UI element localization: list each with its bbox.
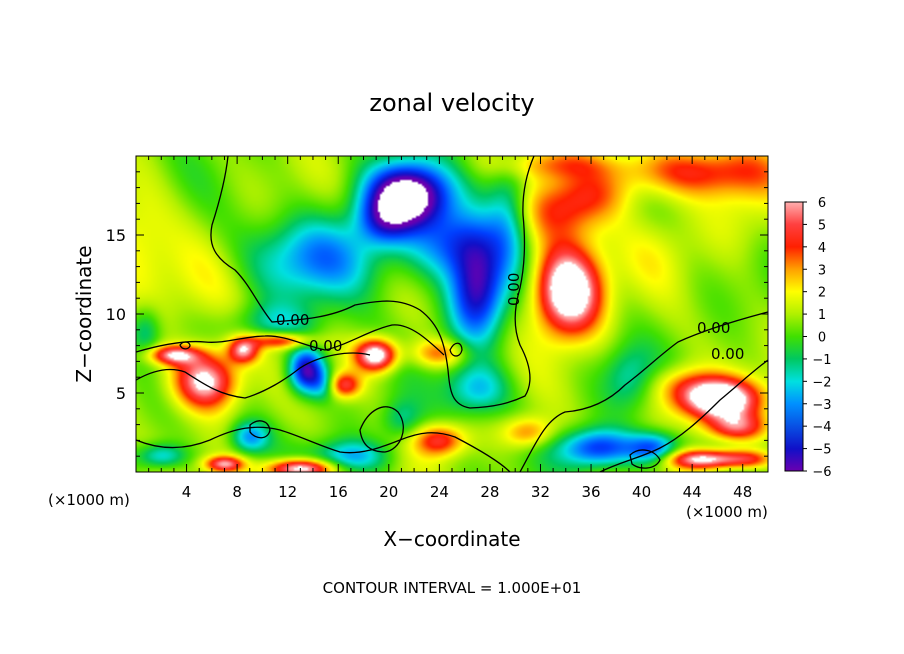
x-tick-label: 32: [531, 483, 550, 501]
x-unit-note: (×1000 m): [48, 491, 130, 509]
contour-label: 0.00: [711, 345, 744, 363]
x-axis-label: X−coordinate: [383, 527, 520, 551]
contour-mid-zero: [136, 324, 445, 356]
x-tick-label: 40: [632, 483, 651, 501]
colorbar-tick-label: −3: [812, 398, 831, 413]
x-tick-label: 28: [480, 483, 499, 501]
colorbar-tick-label: 2: [818, 286, 826, 301]
contour-label: 0.00: [505, 273, 523, 306]
x-tick-label: 4: [182, 483, 192, 501]
x-tick-label: 24: [430, 483, 449, 501]
chart-title: zonal velocity: [369, 89, 534, 117]
contour-label: 0.00: [697, 319, 730, 337]
contour-low-zero: [136, 352, 511, 472]
x-unit-note-right: (×1000 m): [686, 503, 768, 521]
contour-label: 0.00: [276, 311, 309, 329]
colorbar-tick-label: −1: [812, 353, 831, 368]
x-tick-label: 48: [733, 483, 752, 501]
x-axis: 4 8 12 16 20 24 28 32 36 40 44 48: [148, 156, 756, 501]
colorbar-tick-label: −2: [812, 375, 831, 390]
colorbar-tick-label: 3: [818, 263, 826, 278]
x-tick-label: 16: [329, 483, 348, 501]
zero-contour-lines: [136, 156, 768, 472]
colorbar-tick-label: 1: [818, 308, 826, 323]
colorbar-tick-label: 6: [818, 196, 826, 211]
contour-right-zero: [519, 311, 768, 472]
velocity-field: [136, 156, 768, 472]
colorbar-tick-label: −4: [812, 420, 831, 435]
y-tick-label: 10: [106, 305, 126, 324]
y-tick-label: 15: [106, 226, 126, 245]
x-tick-label: 44: [683, 483, 702, 501]
x-tick-label: 20: [379, 483, 398, 501]
x-tick-label: 36: [581, 483, 600, 501]
x-tick-label: 8: [232, 483, 242, 501]
colorbar-tick-label: 5: [818, 218, 826, 233]
y-tick-label: 5: [116, 384, 126, 403]
contour-small-loops: [179, 341, 661, 469]
contour-upper-zero: [210, 156, 535, 409]
y-axis: 5 10 15: [106, 171, 768, 457]
contour-labels: 0.00 0.00 0.00 0.00 0.00: [276, 273, 744, 363]
x-tick-label: 12: [278, 483, 297, 501]
colorbar-tick-label: −5: [812, 443, 831, 458]
contour-interval-note: CONTOUR INTERVAL = 1.000E+01: [323, 579, 582, 597]
y-axis-label: Z−coordinate: [72, 245, 96, 382]
colorbar-tick-label: 0: [818, 331, 826, 346]
colorbar-ticks: 6 5 4 3 2 1 0 −1 −2 −3 −4 −5 −6: [803, 196, 832, 480]
colorbar-tick-label: 4: [818, 241, 826, 256]
colorbar-tick-label: −6: [812, 465, 831, 480]
contour-label: 0.00: [309, 337, 342, 355]
colorbar: [784, 201, 804, 472]
